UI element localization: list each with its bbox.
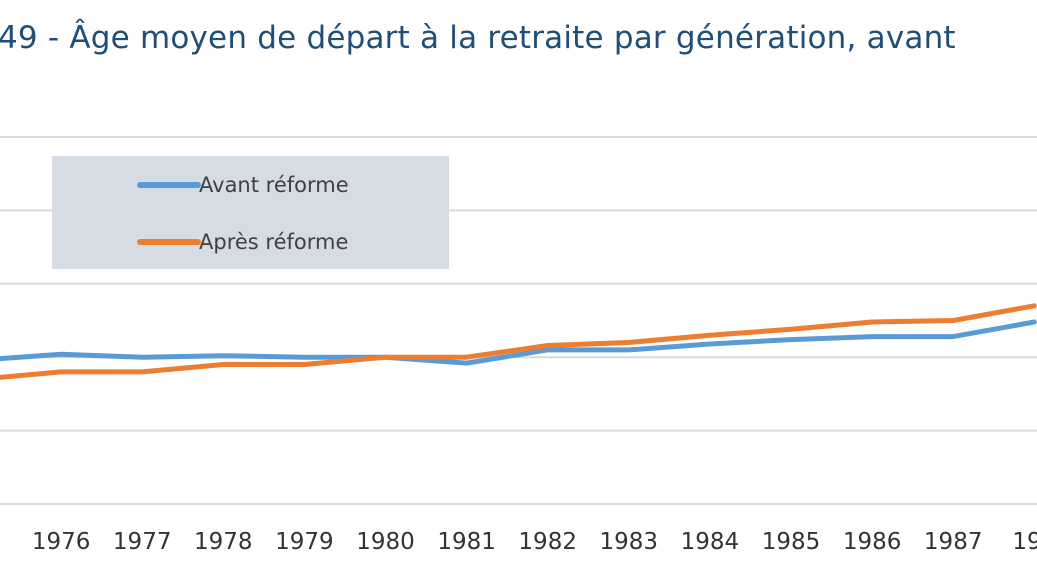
x-tick-label: 1977 — [113, 529, 172, 555]
x-tick-label: 1986 — [843, 529, 902, 555]
x-tick-label: 1981 — [437, 529, 496, 555]
x-tick-label: 198 — [1012, 529, 1037, 555]
chart-title: 49 - Âge moyen de départ à la retraite p… — [0, 20, 956, 56]
legend-label-1: Après réforme — [199, 230, 348, 254]
legend-label-0: Avant réforme — [199, 173, 349, 197]
x-tick-label: 1980 — [356, 529, 415, 555]
series-line-apres-reforme — [0, 303, 1037, 380]
x-tick-label: 1978 — [194, 529, 253, 555]
x-tick-label: 1983 — [600, 529, 659, 555]
x-tick-label: 1976 — [32, 529, 91, 555]
x-tick-label: 1979 — [275, 529, 334, 555]
legend-box — [52, 156, 449, 269]
x-tick-label: 1982 — [518, 529, 577, 555]
legend: Avant réforme Après réforme — [52, 156, 449, 269]
x-tick-label: 1984 — [681, 529, 740, 555]
series-line-avant-reforme — [0, 319, 1037, 366]
x-tick-label: 1985 — [762, 529, 821, 555]
x-tick-label: 1987 — [924, 529, 983, 555]
